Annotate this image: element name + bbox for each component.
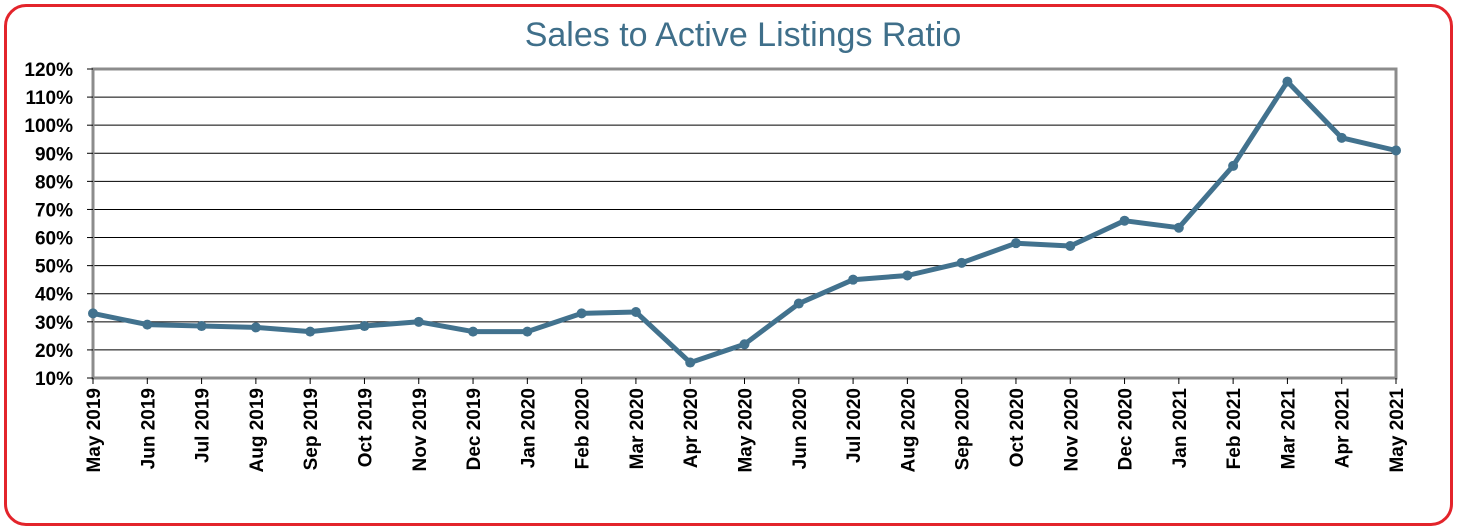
x-tick-label: Oct 2019 (355, 388, 376, 467)
y-tick-label: 20% (35, 341, 73, 362)
x-tick-label: Jul 2020 (844, 388, 865, 463)
data-point (1282, 76, 1293, 87)
x-tick-label: Dec 2020 (1116, 388, 1137, 470)
x-tick-label: Sep 2020 (953, 388, 974, 470)
x-tick-label: May 2019 (84, 388, 105, 473)
data-point (902, 270, 913, 281)
data-point (1391, 145, 1401, 156)
y-tick-label: 40% (35, 285, 73, 306)
data-point (1065, 240, 1076, 251)
y-axis-ticks: 120% 110% 100% 90% 80% 70% 60% 50% 40% 30% 20% 10% (24, 60, 93, 390)
x-tick-label: Aug 2019 (247, 388, 268, 472)
data-point (685, 357, 696, 368)
data-point (468, 326, 479, 337)
data-point (88, 308, 98, 319)
data-point (1173, 222, 1184, 233)
x-tick-label: Apr 2021 (1333, 388, 1354, 469)
x-tick-label: Mar 2020 (627, 388, 648, 469)
x-tick-label: May 2020 (736, 388, 757, 473)
x-tick-label: Sep 2019 (301, 388, 322, 470)
data-point (142, 319, 153, 330)
x-tick-label: May 2021 (1387, 388, 1408, 473)
x-tick-label: Mar 2021 (1278, 388, 1299, 470)
data-point (576, 308, 587, 319)
data-point (522, 326, 533, 337)
y-tick-label: 30% (35, 313, 73, 334)
x-tick-label: Dec 2019 (464, 388, 485, 470)
y-tick-label: 120% (24, 60, 73, 81)
y-tick-label: 90% (35, 144, 73, 165)
data-point (793, 298, 804, 309)
x-tick-label: Jun 2019 (138, 388, 159, 469)
series-line (90, 79, 1399, 366)
data-point (1336, 132, 1347, 143)
data-point (1228, 160, 1239, 171)
data-point (305, 326, 316, 337)
data-point (1010, 238, 1021, 249)
x-tick-label: Feb 2021 (1224, 388, 1245, 470)
data-point (1119, 215, 1130, 226)
x-axis-ticks: May 2019 Jun 2019 Jul 2019 Aug 2019 Sep 2019… (84, 378, 1408, 473)
data-point (413, 316, 424, 327)
y-tick-label: 80% (35, 172, 73, 193)
x-tick-label: Nov 2020 (1061, 388, 1082, 471)
chart-frame (4, 4, 1453, 526)
y-tick-label: 100% (24, 116, 73, 137)
x-tick-label: Nov 2019 (410, 388, 431, 471)
x-tick-label: Jan 2021 (1170, 388, 1191, 469)
y-tick-label: 60% (35, 229, 73, 250)
data-point (739, 339, 750, 350)
x-tick-label: Jul 2019 (193, 388, 214, 463)
data-point (956, 257, 967, 268)
data-point (630, 306, 641, 317)
data-point (250, 322, 261, 333)
y-tick-label: 10% (35, 369, 73, 390)
data-point (359, 321, 370, 332)
y-tick-label: 70% (35, 200, 73, 221)
x-tick-label: Jan 2020 (518, 388, 539, 468)
series-points (88, 76, 1401, 368)
x-tick-label: Jun 2020 (790, 388, 811, 469)
chart-title: Sales to Active Listings Ratio (525, 16, 962, 54)
data-point (848, 274, 859, 285)
y-tick-label: 50% (35, 257, 73, 278)
y-tick-label: 110% (25, 88, 73, 109)
data-point (196, 321, 207, 332)
x-tick-label: Aug 2020 (898, 388, 919, 472)
x-tick-label: Apr 2020 (681, 388, 702, 468)
x-tick-label: Oct 2020 (1007, 388, 1028, 467)
x-tick-label: Feb 2020 (573, 388, 594, 469)
